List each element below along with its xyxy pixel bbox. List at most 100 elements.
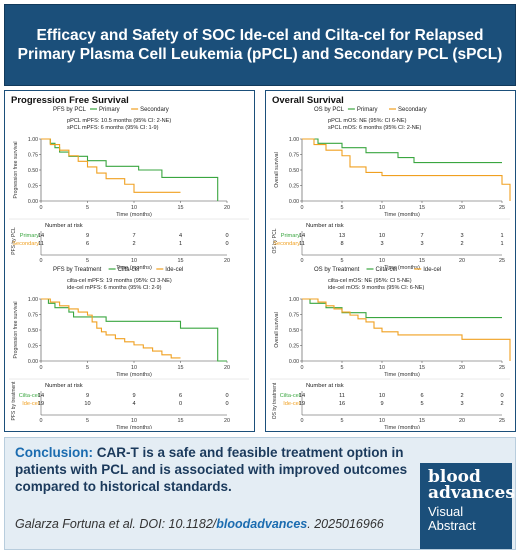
y-tick-label: 0.00 <box>289 199 299 205</box>
risk-count: 14 <box>38 393 44 399</box>
risk-table-title: Number at risk <box>45 383 83 389</box>
y-axis-label: Overall survival <box>274 152 280 187</box>
conclusion-label: Conclusion: <box>15 445 93 460</box>
doi-link[interactable]: bloodadvances <box>216 517 308 531</box>
y-axis-label: Progression free survival <box>13 301 19 358</box>
risk-x-tick-label: 20 <box>459 418 465 424</box>
risk-x-tick-label: 15 <box>419 418 425 424</box>
y-tick-label: 0.50 <box>289 328 299 334</box>
x-tick-label: 5 <box>86 365 89 371</box>
risk-count: 3 <box>460 401 463 407</box>
risk-count: 2 <box>460 393 463 399</box>
risk-x-tick-label: 5 <box>86 258 89 264</box>
x-tick-label: 10 <box>131 365 137 371</box>
citation-prefix: Galarza Fortuna et al. DOI: 10.1182/ <box>15 517 217 531</box>
risk-count: 2 <box>132 241 135 247</box>
risk-x-tick-label: 0 <box>40 258 43 264</box>
os-panel: Overall Survival OS by PCL Primary Seconda… <box>265 90 516 432</box>
y-tick-label: 1.00 <box>28 137 38 143</box>
y-tick-label: 0.50 <box>28 328 38 334</box>
risk-count: 9 <box>86 393 89 399</box>
median-annotation: ide-cel mOS: 9 months (95% CI: 6-NE) <box>328 285 425 291</box>
title-banner: Efficacy and Safety of SOC Ide-cel and C… <box>4 4 516 86</box>
y-axis-label: Progression free survival <box>13 141 19 198</box>
y-tick-label: 0.25 <box>28 184 38 190</box>
pfs-charts: PFS by PCL Primary Secondary pPCL mPFS: 10.… <box>9 107 249 429</box>
x-tick-label: 25 <box>499 365 505 371</box>
x-tick-label: 20 <box>459 205 465 211</box>
plot-title: PFS by PCL <box>53 107 87 113</box>
risk-x-tick-label: 15 <box>178 418 184 424</box>
plot-title: OS by Treatment <box>314 267 360 273</box>
risk-count: 4 <box>179 233 182 239</box>
x-tick-label: 20 <box>224 365 230 371</box>
logo-line-3: Visual <box>428 504 464 519</box>
legend-label: Cilta-cel <box>376 267 398 273</box>
risk-count: 0 <box>179 401 182 407</box>
x-tick-label: 20 <box>459 365 465 371</box>
x-tick-label: 0 <box>301 205 304 211</box>
logo-line-1: blood <box>428 467 481 487</box>
y-tick-label: 0.25 <box>289 344 299 350</box>
risk-x-axis-label: Time (months) <box>116 265 152 271</box>
legend-label: Ide-cel <box>165 267 183 273</box>
risk-count: 0 <box>500 393 503 399</box>
x-tick-label: 10 <box>379 365 385 371</box>
risk-count: 0 <box>225 233 228 239</box>
risk-count: 1 <box>500 241 503 247</box>
risk-x-tick-label: 15 <box>178 258 184 264</box>
risk-table-title: Number at risk <box>45 223 83 229</box>
risk-row-label: Ide-cel <box>283 401 300 407</box>
y-tick-label: 0.75 <box>289 153 299 159</box>
risk-count: 4 <box>132 401 135 407</box>
median-annotation: cilta-cel mPFS: 19 months (95%: CI 3-NE) <box>67 278 172 284</box>
risk-count: 9 <box>380 401 383 407</box>
y-tick-label: 0.75 <box>28 153 38 159</box>
risk-table-title: Number at risk <box>306 383 344 389</box>
risk-x-tick-label: 10 <box>379 258 385 264</box>
legend-label: Primary <box>99 107 120 113</box>
risk-x-tick-label: 5 <box>86 418 89 424</box>
risk-count: 9 <box>86 233 89 239</box>
risk-count: 14 <box>38 233 44 239</box>
risk-x-tick-label: 5 <box>341 258 344 264</box>
y-tick-label: 0.50 <box>28 168 38 174</box>
x-tick-label: 5 <box>86 205 89 211</box>
risk-x-tick-label: 15 <box>419 258 425 264</box>
risk-count: 1 <box>179 241 182 247</box>
risk-table-y-label: OS by PCL <box>272 228 278 253</box>
risk-count: 0 <box>225 393 228 399</box>
median-annotation: pPCL mPFS: 10.5 months (95% CI: 2-NE) <box>67 118 171 124</box>
median-annotation: pPCL mOS: NE (95%: CI 6-NE) <box>328 118 407 124</box>
risk-count: 13 <box>339 233 345 239</box>
survival-curve-cilta-cel <box>41 298 227 362</box>
x-tick-label: 15 <box>178 365 184 371</box>
risk-count: 9 <box>132 393 135 399</box>
risk-count: 6 <box>179 393 182 399</box>
x-tick-label: 25 <box>499 205 505 211</box>
legend-label: Secondary <box>140 107 169 113</box>
risk-x-axis-label: Time (months) <box>384 265 420 271</box>
risk-x-tick-label: 20 <box>224 258 230 264</box>
risk-count: 3 <box>420 241 423 247</box>
risk-x-tick-label: 5 <box>341 418 344 424</box>
risk-count: 1 <box>500 233 503 239</box>
x-axis-label: Time (months) <box>384 212 420 218</box>
page-title: Efficacy and Safety of SOC Ide-cel and C… <box>17 27 503 63</box>
risk-table-y-label: PFS by PCL <box>11 227 17 255</box>
risk-count: 6 <box>420 393 423 399</box>
logo-line-2: advances <box>428 483 515 503</box>
x-tick-label: 15 <box>419 205 425 211</box>
legend-label: Secondary <box>398 107 427 113</box>
x-tick-label: 0 <box>301 365 304 371</box>
risk-count: 8 <box>340 241 343 247</box>
conclusion-text: Conclusion: CAR-T is a safe and feasible… <box>15 444 415 495</box>
risk-x-axis-label: Time (months) <box>384 425 420 429</box>
survival-curve-primary <box>302 138 502 164</box>
x-tick-label: 10 <box>131 205 137 211</box>
legend-label: Primary <box>357 107 378 113</box>
risk-count: 3 <box>380 241 383 247</box>
risk-count: 14 <box>299 233 305 239</box>
risk-row-label: Secondary <box>12 241 39 247</box>
risk-count: 0 <box>225 241 228 247</box>
